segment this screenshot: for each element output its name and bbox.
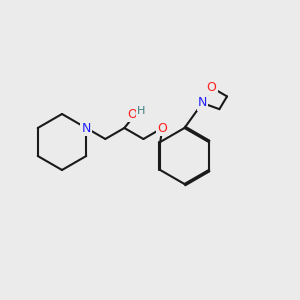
Text: N: N: [82, 122, 91, 134]
Text: O: O: [158, 122, 167, 134]
Text: O: O: [206, 81, 216, 94]
Text: O: O: [128, 107, 137, 121]
Text: N: N: [198, 97, 207, 110]
Text: H: H: [137, 106, 146, 116]
